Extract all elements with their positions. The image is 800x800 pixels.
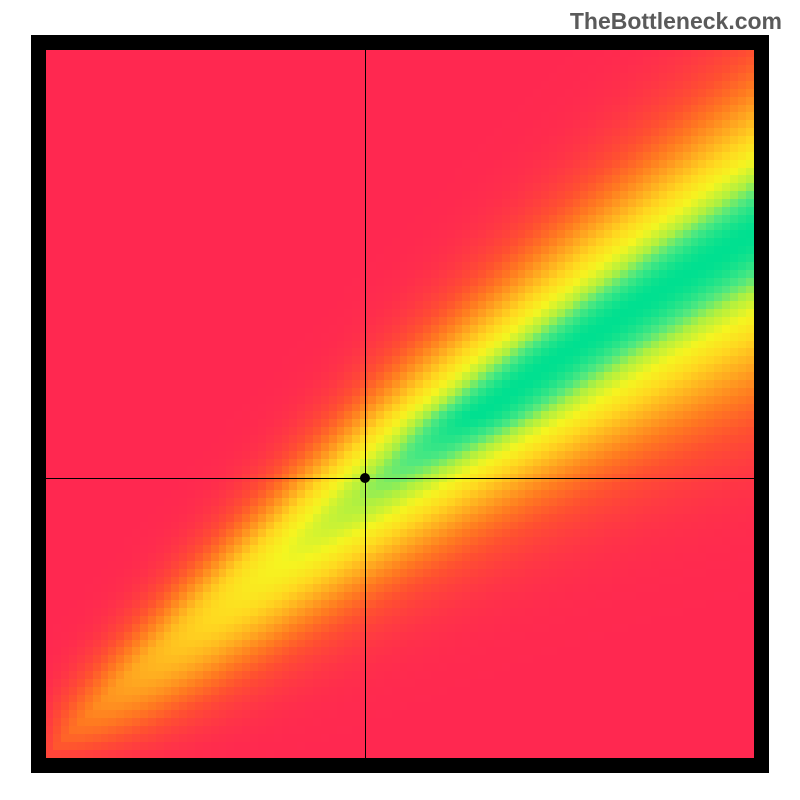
heatmap-canvas (46, 50, 754, 758)
watermark-text: TheBottleneck.com (570, 8, 782, 35)
crosshair-horizontal (46, 478, 754, 479)
chart-frame (31, 35, 769, 773)
selected-point-marker (360, 473, 370, 483)
heatmap-plot (46, 50, 754, 758)
crosshair-vertical (365, 50, 366, 758)
